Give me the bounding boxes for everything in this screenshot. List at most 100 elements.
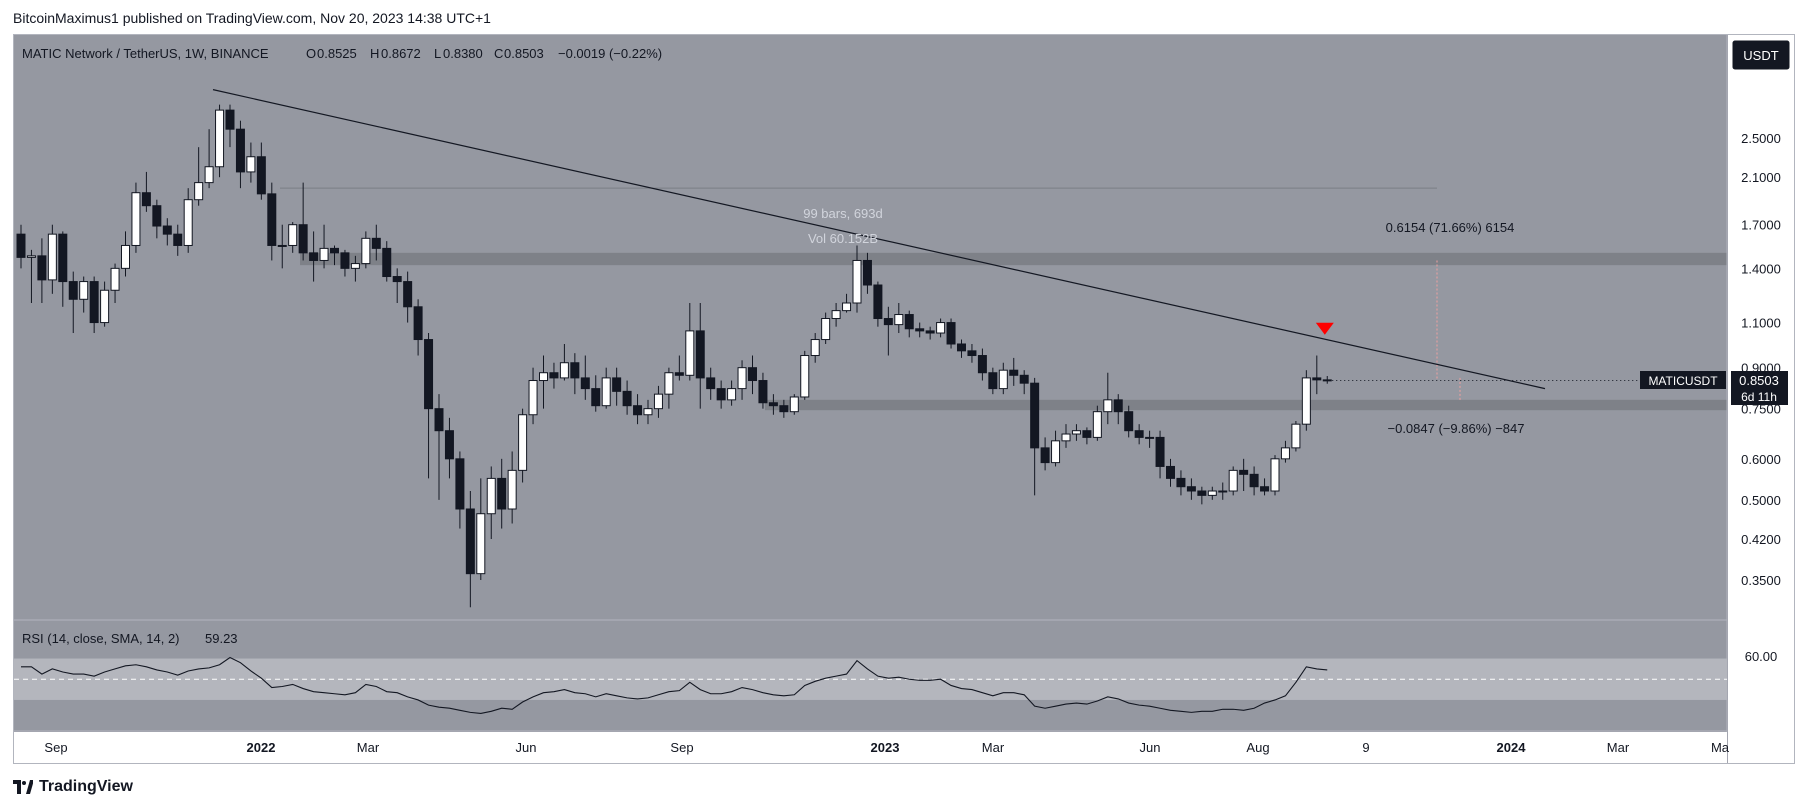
- symbol-title[interactable]: MATIC Network / TetherUS, 1W, BINANCE: [22, 46, 269, 61]
- candle-body: [852, 259, 862, 304]
- candle-body: [277, 244, 287, 247]
- candle-body: [946, 322, 956, 345]
- candle: [1249, 466, 1259, 496]
- candle-body: [340, 252, 350, 269]
- currency-button[interactable]: [1731, 39, 1791, 71]
- candle: [382, 241, 392, 282]
- candle: [957, 339, 966, 358]
- candle: [559, 343, 569, 381]
- tradingview-brand: TradingView: [39, 778, 133, 795]
- low-value: 0.8380: [443, 46, 483, 61]
- candle: [894, 303, 904, 334]
- candle-body: [215, 109, 225, 168]
- candle: [47, 224, 57, 294]
- candle: [361, 231, 371, 269]
- candle-body: [779, 405, 789, 413]
- candle-body: [1134, 430, 1144, 438]
- candle: [737, 360, 747, 400]
- candle: [89, 276, 99, 334]
- candle: [309, 231, 319, 282]
- candle: [601, 367, 611, 409]
- low-label: L: [434, 46, 441, 61]
- descending-trendline: [212, 89, 1546, 390]
- candle-body: [267, 193, 277, 246]
- candle-body: [998, 369, 1008, 390]
- candle-body: [539, 372, 548, 382]
- candle-body: [256, 156, 266, 195]
- candle: [1134, 424, 1144, 445]
- tradingview-logo[interactable]: TradingView: [13, 778, 133, 796]
- candle: [121, 231, 130, 277]
- price-tick-label: 1.4000: [1741, 261, 1781, 276]
- candle: [1082, 427, 1092, 445]
- candle-body: [1186, 486, 1196, 492]
- candle: [465, 490, 475, 608]
- candle-body: [1145, 436, 1155, 439]
- candle-body: [173, 233, 183, 246]
- candle-body: [706, 377, 716, 390]
- candle: [528, 367, 538, 425]
- candle-body: [967, 350, 977, 357]
- candle: [1061, 424, 1071, 448]
- candle-body: [16, 233, 26, 258]
- candle-body: [1270, 458, 1280, 492]
- symbol-tag: [1640, 371, 1726, 389]
- candle: [643, 399, 653, 425]
- candle-body: [528, 380, 538, 416]
- candle-body: [371, 237, 381, 249]
- symbol-tag-label: MATICUSDT: [1648, 374, 1718, 388]
- price-tag: [1731, 371, 1788, 405]
- candle: [476, 478, 486, 580]
- candle-body: [957, 343, 966, 352]
- candle: [204, 129, 214, 189]
- candle: [444, 417, 454, 479]
- candle: [1197, 486, 1207, 505]
- candle-body: [1166, 465, 1175, 479]
- candle: [800, 350, 810, 400]
- candle-body: [204, 166, 214, 184]
- candle: [1030, 377, 1040, 496]
- time-tick-label: Mar: [982, 740, 1005, 755]
- candle: [716, 380, 726, 409]
- candle-body: [486, 477, 496, 515]
- candle-body: [455, 458, 465, 510]
- candle: [413, 299, 423, 356]
- candle-body: [413, 306, 423, 341]
- open-label: O: [306, 46, 316, 61]
- candle: [1280, 440, 1290, 463]
- candle-body: [37, 255, 47, 281]
- candle: [1239, 458, 1249, 491]
- candle: [695, 303, 705, 409]
- candle: [1218, 482, 1228, 500]
- candle: [26, 249, 36, 304]
- price-tick-label: 1.1000: [1741, 316, 1781, 331]
- candle: [998, 362, 1008, 395]
- price-tick-label: 0.5000: [1741, 493, 1781, 508]
- price-tag-value: 0.8503: [1739, 373, 1779, 388]
- high-value: 0.8672: [381, 46, 421, 61]
- rsi-line: [21, 656, 1328, 714]
- candle-body: [382, 247, 392, 278]
- candle: [235, 120, 245, 189]
- candle-body: [131, 192, 141, 246]
- candle-body: [47, 233, 57, 281]
- candle-body: [810, 339, 820, 357]
- candle: [434, 394, 444, 500]
- rsi-label[interactable]: RSI (14, close, SMA, 14, 2): [22, 631, 180, 646]
- candle-body: [309, 252, 319, 261]
- candle: [1071, 424, 1081, 441]
- candle-body: [141, 192, 151, 207]
- candle-body: [716, 388, 726, 401]
- candle-body: [89, 281, 99, 324]
- candle-body: [246, 156, 256, 173]
- candle: [674, 355, 684, 381]
- candle-body: [601, 377, 611, 407]
- candle: [371, 224, 381, 261]
- candle-body: [444, 430, 454, 460]
- candle-body: [465, 508, 475, 575]
- candle: [267, 182, 277, 261]
- candle-body: [988, 372, 998, 390]
- candle-body: [1280, 447, 1290, 460]
- candle-body: [1071, 430, 1081, 435]
